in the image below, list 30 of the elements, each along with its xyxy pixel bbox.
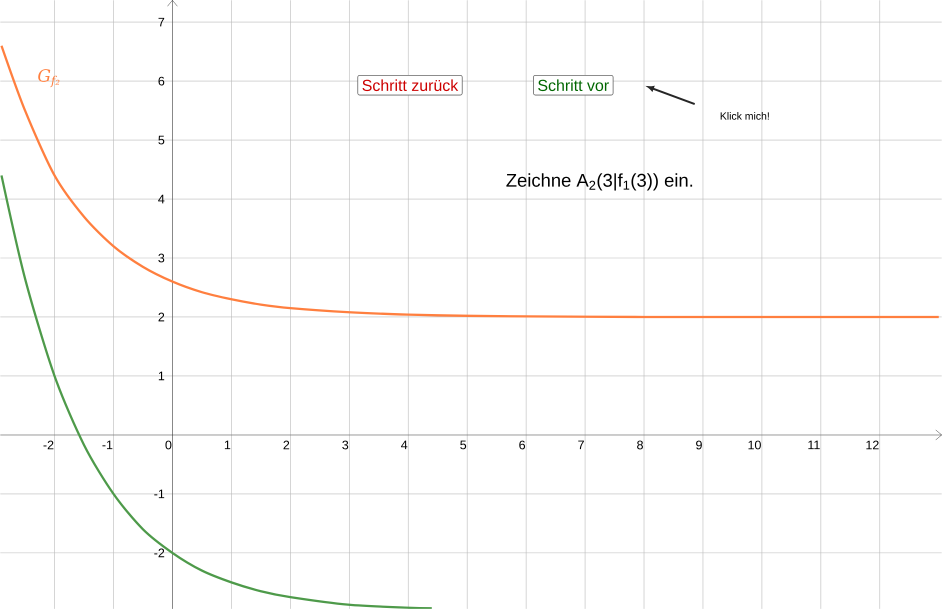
x-tick-label: 11	[808, 440, 820, 450]
annotation: Schritt zurück	[362, 79, 458, 91]
y-tick-label: 3	[158, 254, 164, 262]
x-tick-label: 0	[165, 440, 172, 450]
y-tick-label: 7	[158, 18, 164, 26]
x-tick-label: 6	[519, 440, 526, 450]
line-series	[0, 174, 433, 609]
x-tick-label: -2	[43, 440, 54, 450]
x-tick-label: 9	[696, 440, 702, 450]
x-tick-label: 12	[866, 440, 879, 450]
annotation: Schritt vor	[538, 79, 609, 91]
annotation: Zeichne A$_{2}$(3|f$_{1}$(3)) ein.	[506, 173, 692, 190]
y-tick-label: -2	[154, 548, 164, 558]
series-label: G$_{f₂}$	[38, 68, 60, 88]
y-tick-label: 2	[158, 312, 164, 322]
x-tick-label: 10	[748, 440, 761, 450]
x-tick-label: 4	[401, 440, 408, 450]
y-tick-label: 5	[158, 136, 164, 144]
y-tick-label: -1	[154, 490, 164, 498]
x-tick-label: 3	[342, 440, 348, 450]
x-tick-label: 7	[578, 440, 584, 450]
y-tick-label: 1	[158, 372, 164, 380]
y-tick-label: 6	[158, 76, 164, 86]
x-tick-label: 8	[637, 440, 643, 450]
x-tick-label: 1	[224, 440, 230, 450]
y-tick-label: 4	[158, 194, 164, 204]
annotation: Klick mich!	[720, 112, 769, 120]
x-tick-label: -1	[102, 440, 112, 450]
x-tick-label: 5	[460, 440, 466, 450]
x-tick-label: 2	[284, 440, 290, 450]
